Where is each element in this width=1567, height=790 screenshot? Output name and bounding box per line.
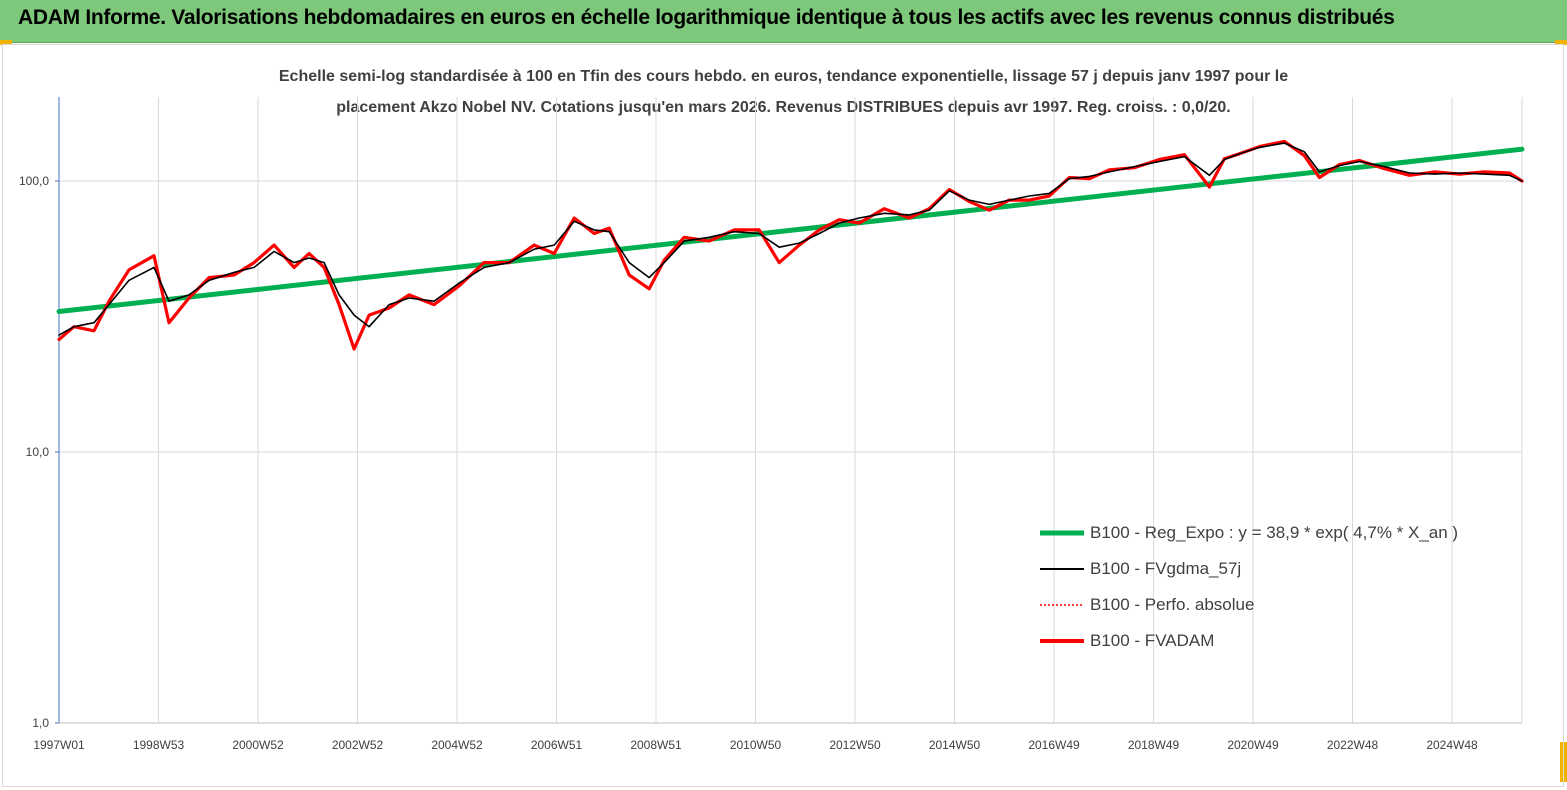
chart-title-line-1: Echelle semi-log standardisée à 100 en T… [278, 68, 1289, 85]
axis-layer [55, 97, 1522, 724]
page-title: ADAM Informe. Valorisations hebdomadaire… [18, 6, 1395, 29]
grid-layer [59, 97, 1523, 724]
legend-item-reg-expo: B100 - Reg_Expo : y = 38,9 * exp( 4,7% *… [1040, 522, 1458, 544]
y-tick-label: 100,0 [19, 174, 49, 188]
legend-item-fvadam: B100 - FVADAM [1040, 630, 1214, 652]
x-tick-label: 2000W52 [232, 738, 284, 752]
legend-swatch-reg-expo [1040, 530, 1084, 536]
header-bar: ADAM Informe. Valorisations hebdomadaire… [0, 0, 1567, 43]
y-tick-label: 10,0 [26, 445, 50, 459]
series-layer [56, 139, 1525, 351]
chart-frame [2, 44, 1564, 787]
x-tick-label: 2010W50 [730, 738, 782, 752]
label-layer: 1997W01 1998W53 2000W52 2002W52 2004W52 2006W… [19, 174, 1478, 752]
y-tick-label: 1,0 [32, 716, 49, 730]
x-tick-label: 1998W53 [133, 738, 185, 752]
x-tick-label: 2024W48 [1426, 738, 1478, 752]
x-tick-label: 1997W01 [33, 738, 85, 752]
legend-label-perfo: B100 - Perfo. absolue [1090, 595, 1255, 614]
x-tick-label: 2016W49 [1028, 738, 1080, 752]
corner-marker-top-left [0, 40, 12, 45]
series-line-fvadam [57, 139, 1524, 351]
legend-item-fvgdma: B100 - FVgdma_57j [1040, 558, 1241, 580]
legend-label-fvgdma: B100 - FVgdma_57j [1090, 559, 1242, 578]
legend-label-reg-expo: B100 - Reg_Expo : y = 38,9 * exp( 4,7% *… [1090, 523, 1459, 542]
corner-marker-top-right [1555, 40, 1567, 45]
x-tick-label: 2014W50 [929, 738, 981, 752]
series-line-fvgdma [58, 142, 1523, 336]
x-tick-label: 2006W51 [531, 738, 583, 752]
x-tick-label: 2018W49 [1128, 738, 1180, 752]
legend-swatch-fvadam [1040, 639, 1084, 643]
legend-swatch-fvgdma [1040, 568, 1084, 570]
legend-item-perfo: B100 - Perfo. absolue [1040, 594, 1254, 616]
chart-title-line-2: placement Akzo Nobel NV. Cotations jusqu… [336, 99, 1231, 116]
series-line-reg-expo [56, 146, 1525, 314]
x-tick-label: 2020W49 [1227, 738, 1279, 752]
x-tick-label: 2004W52 [431, 738, 483, 752]
x-tick-label: 2022W48 [1327, 738, 1379, 752]
legend-label-fvadam: B100 - FVADAM [1090, 631, 1215, 650]
legend-swatch-perfo [1040, 604, 1084, 606]
x-tick-label: 2008W51 [630, 738, 682, 752]
x-tick-label: 2002W52 [332, 738, 384, 752]
x-tick-label: 2012W50 [829, 738, 881, 752]
